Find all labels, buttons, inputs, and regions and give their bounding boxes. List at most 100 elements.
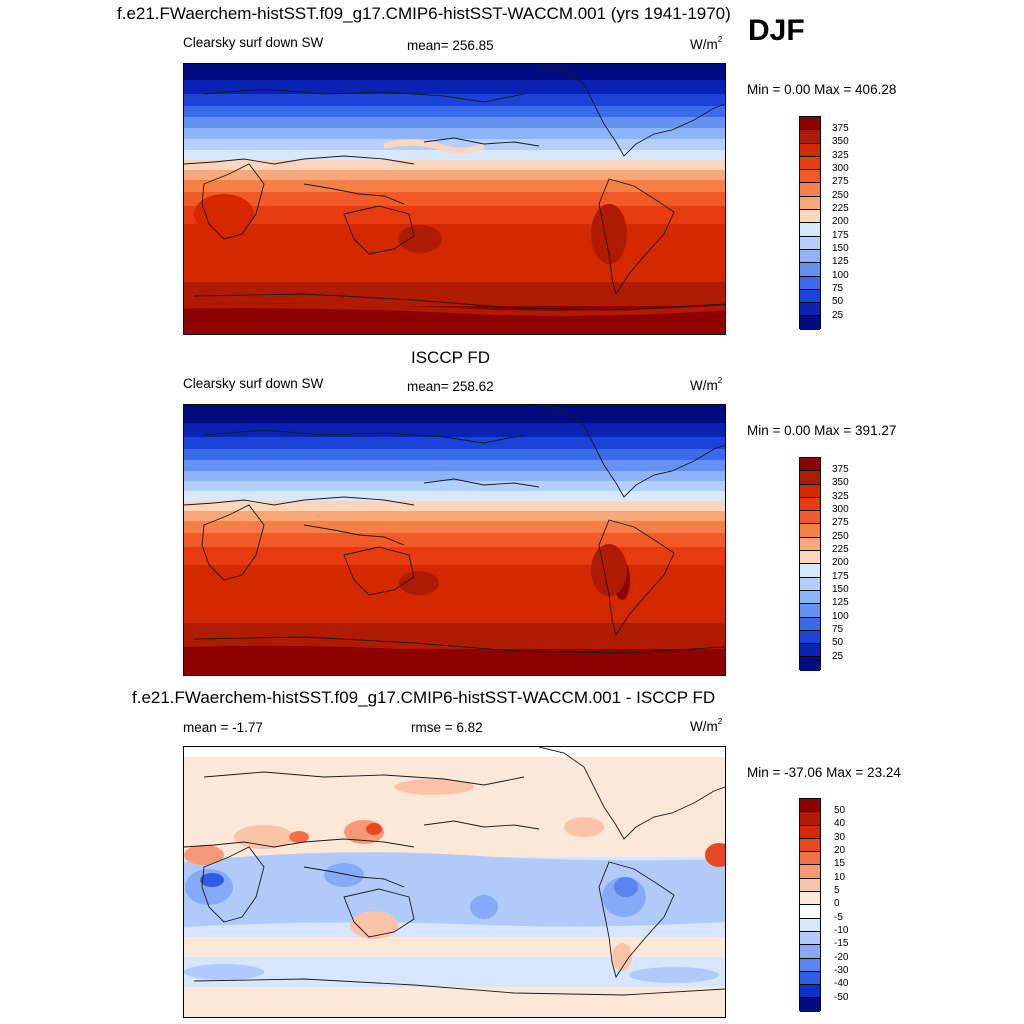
panel3-colorbar-swatch — [800, 998, 820, 1012]
panel3-colorbar-tick: 10 — [834, 872, 846, 883]
panel3-colorbar-swatch — [800, 852, 820, 866]
panel2-colorbar-tick: 50 — [832, 637, 844, 648]
panel2-colorbar-tick: 75 — [832, 624, 844, 635]
panel3-colorbar-swatch — [800, 945, 820, 959]
panel1-colorbar-tick: 200 — [832, 216, 849, 227]
panel1-colorbar-tick: 175 — [832, 230, 849, 241]
panel3-colorbar-swatch — [800, 918, 820, 932]
panel3-colorbar — [799, 798, 821, 1012]
panel2-colorbar-swatch — [800, 537, 820, 552]
panel1-units-exp: 2 — [717, 35, 723, 44]
panel3-map — [183, 746, 726, 1018]
panel2-map-canvas — [184, 405, 725, 675]
panel2-minmax: Min = 0.00 Max = 391.27 — [747, 423, 897, 438]
panel1-minmax: Min = 0.00 Max = 406.28 — [747, 82, 897, 97]
panel2-colorbar-swatch — [800, 564, 820, 578]
panel3-colorbar-tick: -10 — [834, 925, 849, 936]
panel1-units-base: W/m — [690, 37, 718, 52]
panel1-colorbar-swatch — [800, 196, 820, 211]
panel3-colorbar-labels: 50 40 30 20 15 10 5 0 -5 -10 -15 -20 -30… — [834, 798, 874, 1011]
panel1-colorbar-tick: 275 — [832, 176, 849, 187]
panel1-colorbar-swatch — [800, 249, 820, 264]
panel1-colorbar-tick: 125 — [832, 256, 849, 267]
panel1-colorbar-swatch — [800, 156, 820, 171]
panel3-colorbar-swatch — [800, 838, 820, 853]
panel3-units-base: W/m — [690, 719, 718, 734]
panel2-colorbar-tick: 100 — [832, 611, 849, 622]
panel2-colorbar — [799, 457, 821, 671]
panel2-variable-label: Clearsky surf down SW — [183, 376, 324, 391]
panel3-colorbar-tick: 5 — [834, 885, 840, 896]
panel3-rmse-label: rmse = 6.82 — [411, 720, 483, 735]
panel3-colorbar-swatch — [800, 812, 820, 826]
panel3-colorbar-tick: 20 — [834, 845, 846, 856]
panel3-minmax: Min = -37.06 Max = 23.24 — [747, 765, 901, 780]
panel1-colorbar-tick: 375 — [832, 123, 849, 134]
panel2-colorbar-tick: 325 — [832, 491, 849, 502]
panel3-map-canvas — [184, 747, 725, 1017]
panel2-colorbar-tick: 175 — [832, 571, 849, 582]
panel2-colorbar-swatch — [800, 524, 820, 538]
panel2-colorbar-swatch — [800, 511, 820, 525]
panel2-mean-label: mean= 258.62 — [407, 379, 494, 394]
panel1-colorbar-tick: 25 — [832, 310, 844, 321]
panel1-colorbar-swatch — [800, 263, 820, 277]
panel3-colorbar-swatch — [800, 931, 820, 946]
panel3-colorbar-swatch — [800, 958, 820, 972]
panel2-colorbar-swatch — [800, 551, 820, 565]
panel2-colorbar-tick: 200 — [832, 557, 849, 568]
panel3-colorbar-tick: -50 — [834, 992, 849, 1003]
panel1-colorbar-tick: 250 — [832, 190, 849, 201]
panel3-colorbar-tick: 50 — [834, 805, 846, 816]
panel3-colorbar-tick: -20 — [834, 952, 849, 963]
panel1-colorbar-swatch — [800, 170, 820, 184]
season-label: DJF — [748, 14, 805, 47]
panel2-colorbar-swatch — [800, 471, 820, 485]
panel1-colorbar-swatch — [800, 143, 820, 157]
panel3-coastlines — [184, 747, 725, 996]
panel3-mean-label: mean = -1.77 — [183, 720, 263, 735]
panel3-title: f.e21.FWaerchem-histSST.f09_g17.CMIP6-hi… — [132, 688, 716, 707]
panel1-colorbar-swatch — [800, 183, 820, 197]
panel2-colorbar-tick: 25 — [832, 651, 844, 662]
panel1-units: W/m2 — [690, 35, 723, 52]
panel2-colorbar-tick: 150 — [832, 584, 849, 595]
panel1-colorbar-tick: 350 — [832, 136, 849, 147]
panel3-colorbar-tick: 30 — [834, 832, 846, 843]
panel2-colorbar-swatch — [800, 644, 820, 658]
panel2-title: ISCCP FD — [411, 348, 491, 367]
panel2-colorbar-tick: 250 — [832, 531, 849, 542]
panel2-colorbar-swatch — [800, 497, 820, 512]
panel2-colorbar-tick: 225 — [832, 544, 849, 555]
panel2-colorbar-tick: 275 — [832, 517, 849, 528]
panel1-map-canvas — [184, 64, 725, 334]
panel1-colorbar-tick: 75 — [832, 283, 844, 294]
panel2-map — [183, 404, 726, 676]
panel1-title: f.e21.FWaerchem-histSST.f09_g17.CMIP6-hi… — [117, 4, 731, 23]
panel1-colorbar-tick: 225 — [832, 203, 849, 214]
panel1-colorbar-tick: 100 — [832, 270, 849, 281]
panel3-colorbar-tick: 15 — [834, 858, 846, 869]
panel1-colorbar-labels: 375 350 325 300 275 250 225 200 175 150 … — [832, 116, 872, 329]
panel3-colorbar-swatch — [800, 971, 820, 986]
panel1-colorbar-swatch — [800, 223, 820, 237]
panel1-variable-label: Clearsky surf down SW — [183, 35, 324, 50]
panel1-colorbar-swatch — [800, 276, 820, 290]
panel2-colorbar-swatch — [800, 484, 820, 498]
panel1-coastlines — [184, 64, 725, 311]
panel1-colorbar-swatch — [800, 130, 820, 144]
panel1-colorbar-swatch — [800, 316, 820, 330]
panel3-colorbar-tick: -40 — [834, 978, 849, 989]
panel2-colorbar-labels: 375 350 325 300 275 250 225 200 175 150 … — [832, 457, 872, 670]
panel3-colorbar-swatch — [800, 905, 820, 919]
panel3-units: W/m2 — [690, 717, 722, 734]
panel1-colorbar-swatch — [800, 303, 820, 317]
panel1-mean-label: mean= 256.85 — [407, 38, 494, 53]
panel2-colorbar-swatch — [800, 590, 820, 605]
panel1-colorbar-tick: 50 — [832, 296, 844, 307]
panel3-colorbar-swatch — [800, 865, 820, 879]
panel1-colorbar-swatch — [800, 236, 820, 250]
panel3-colorbar-swatch — [800, 892, 820, 906]
panel1-colorbar-tick: 300 — [832, 163, 849, 174]
panel1-map — [183, 63, 726, 335]
